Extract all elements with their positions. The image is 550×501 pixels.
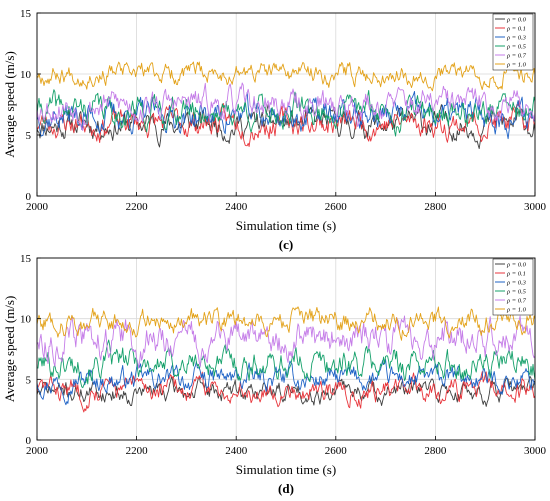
y-tick-label: 15 [20,253,32,265]
x-axis-title: Simulation time (s) [236,462,336,477]
series-line-0 [37,375,535,407]
y-axis-title: Average speed (m/s) [2,296,17,403]
legend-box [492,258,534,316]
y-tick-label: 15 [20,8,32,20]
series-line-4 [37,82,535,131]
legend-label: ρ = 1.0 [506,61,527,68]
chart-panel-c: 2000 2200 2400 2600 2800 3000 0 5 10 15 Simulation… [2,8,547,252]
y-tick-label: 5 [26,374,32,386]
plot-frame [36,12,536,197]
series-lines [37,306,535,413]
chart-panel-d: 2000 2200 2400 2600 2800 3000 0 5 10 15 Simulation… [2,253,547,496]
y-tick-label: 0 [26,191,32,203]
legend-label: ρ = 0.7 [506,297,527,304]
y-axis-title: Average speed (m/s) [2,51,17,158]
x-axis-title: Simulation time (s) [236,218,336,233]
x-tick-label: 2400 [225,201,248,213]
x-tick-label: 2200 [126,445,149,457]
y-tick-label: 5 [26,130,32,142]
series-line-3 [37,339,535,389]
series-lines [37,61,535,150]
y-tick-label: 10 [20,69,32,81]
x-tick-label: 2400 [225,445,248,457]
x-tick-label: 2000 [26,201,49,213]
legend-label: ρ = 0.3 [506,279,527,286]
series-line-5 [37,61,535,92]
legend-label: ρ = 0.1 [506,25,526,32]
series-line-1 [37,100,535,147]
legend-label: ρ = 0.1 [506,270,526,277]
legend: ρ = 0.0 ρ = 0.1 ρ = 0.3 ρ = 0.5 ρ = 0.7 ρ = 1… [492,13,534,71]
panel-label: (d) [278,481,294,496]
x-tick-label: 2000 [26,445,49,457]
panel-label: (c) [279,237,293,252]
legend-label: ρ = 0.0 [506,261,527,268]
series-line-5 [37,306,535,341]
series-line-0 [37,104,535,150]
series-line-1 [37,371,535,413]
legend-label: ρ = 0.0 [506,16,527,23]
x-tick-label: 2800 [424,445,447,457]
legend-label: ρ = 0.7 [506,52,527,59]
series-line-4 [37,315,535,369]
x-tick-label: 2600 [325,201,348,213]
plot-frame [36,257,536,441]
y-tick-label: 10 [20,314,32,326]
legend-label: ρ = 0.3 [506,34,527,41]
x-tick-label: 2600 [325,445,348,457]
legend-label: ρ = 1.0 [506,306,527,313]
x-tick-label: 3000 [524,201,547,213]
legend-box [492,13,534,71]
x-tick-label: 2200 [126,201,149,213]
x-tick-label: 3000 [524,445,547,457]
legend: ρ = 0.0 ρ = 0.1 ρ = 0.3 ρ = 0.5 ρ = 0.7 ρ = 1… [492,258,534,316]
legend-label: ρ = 0.5 [506,43,527,50]
legend-label: ρ = 0.5 [506,288,527,295]
x-tick-label: 2800 [424,201,447,213]
y-tick-label: 0 [26,435,32,447]
